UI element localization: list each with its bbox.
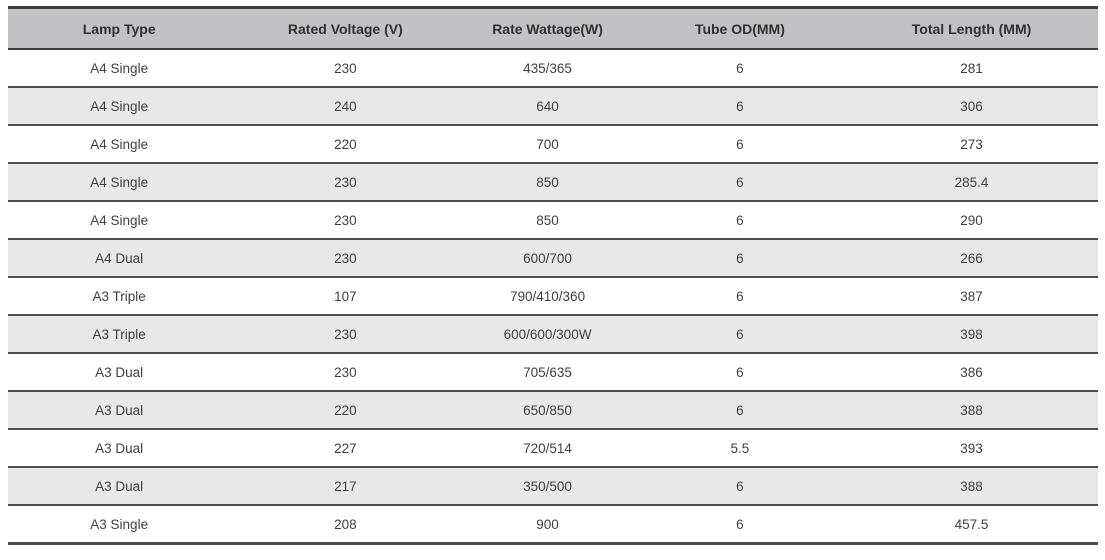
table-cell: 230 bbox=[230, 315, 461, 354]
table-row: A3 Single 208 900 6 457.5 bbox=[8, 505, 1098, 544]
table-row: A4 Dual 230 600/700 6 266 bbox=[8, 239, 1098, 278]
table-cell: 220 bbox=[230, 125, 461, 164]
table-row: A4 Single 220 700 6 273 bbox=[8, 125, 1098, 164]
table-cell: 6 bbox=[634, 163, 846, 202]
table-row: A3 Triple 107 790/410/360 6 387 bbox=[8, 277, 1098, 316]
table-cell: A4 Single bbox=[8, 201, 231, 240]
table-cell: A3 Dual bbox=[8, 391, 231, 430]
column-header: Total Length (MM) bbox=[845, 7, 1098, 50]
table-cell: 6 bbox=[634, 201, 846, 240]
table-cell: 705/635 bbox=[460, 353, 635, 392]
table-cell: A4 Single bbox=[8, 125, 231, 164]
table-cell: 281 bbox=[845, 49, 1098, 88]
table-row: A4 Single 230 850 6 285.4 bbox=[8, 163, 1098, 202]
column-header: Rated Voltage (V) bbox=[230, 7, 461, 50]
lamp-spec-table: Lamp Type Rated Voltage (V) Rate Wattage(W… bbox=[8, 6, 1098, 545]
table-cell: 650/850 bbox=[460, 391, 635, 430]
column-header: Lamp Type bbox=[8, 7, 231, 50]
table-cell: 6 bbox=[634, 353, 846, 392]
table-cell: 6 bbox=[634, 49, 846, 88]
table-cell: 6 bbox=[634, 467, 846, 506]
table-cell: 227 bbox=[230, 429, 461, 468]
table-cell: 5.5 bbox=[634, 429, 846, 468]
table-cell: A3 Dual bbox=[8, 429, 231, 468]
table-cell: A4 Single bbox=[8, 87, 231, 126]
table-cell: 230 bbox=[230, 239, 461, 278]
table-row: A3 Dual 227 720/514 5.5 393 bbox=[8, 429, 1098, 468]
table-cell: 6 bbox=[634, 125, 846, 164]
table-cell: 600/600/300W bbox=[460, 315, 635, 354]
header-row: Lamp Type Rated Voltage (V) Rate Wattage(W… bbox=[8, 7, 1098, 50]
table-cell: 208 bbox=[230, 505, 461, 544]
table-row: A4 Single 240 640 6 306 bbox=[8, 87, 1098, 126]
table-cell: 6 bbox=[634, 391, 846, 430]
table-cell: 387 bbox=[845, 277, 1098, 316]
table-cell: A4 Dual bbox=[8, 239, 231, 278]
table-header: Lamp Type Rated Voltage (V) Rate Wattage(W… bbox=[8, 7, 1098, 50]
table-row: A3 Dual 230 705/635 6 386 bbox=[8, 353, 1098, 392]
table-cell: 850 bbox=[460, 163, 635, 202]
column-header: Rate Wattage(W) bbox=[460, 7, 635, 50]
table-cell: A3 Triple bbox=[8, 315, 231, 354]
table-row: A4 Single 230 850 6 290 bbox=[8, 201, 1098, 240]
table-cell: 790/410/360 bbox=[460, 277, 635, 316]
table-cell: 107 bbox=[230, 277, 461, 316]
table-cell: 273 bbox=[845, 125, 1098, 164]
table-cell: A3 Triple bbox=[8, 277, 231, 316]
table-cell: A4 Single bbox=[8, 163, 231, 202]
table-cell: 398 bbox=[845, 315, 1098, 354]
table-body: A4 Single 230 435/365 6 281 A4 Single 240 640 6 3… bbox=[8, 49, 1098, 544]
table-cell: 230 bbox=[230, 353, 461, 392]
table-row: A4 Single 230 435/365 6 281 bbox=[8, 49, 1098, 88]
table-row: A3 Triple 230 600/600/300W 6 398 bbox=[8, 315, 1098, 354]
table-cell: 386 bbox=[845, 353, 1098, 392]
table-cell: 230 bbox=[230, 201, 461, 240]
table-cell: 393 bbox=[845, 429, 1098, 468]
table-cell: 350/500 bbox=[460, 467, 635, 506]
table-row: A3 Dual 220 650/850 6 388 bbox=[8, 391, 1098, 430]
table-cell: 850 bbox=[460, 201, 635, 240]
table-cell: 6 bbox=[634, 505, 846, 544]
table-cell: 900 bbox=[460, 505, 635, 544]
table-cell: A3 Dual bbox=[8, 353, 231, 392]
table-cell: 6 bbox=[634, 277, 846, 316]
table-cell: 6 bbox=[634, 239, 846, 278]
table-cell: 700 bbox=[460, 125, 635, 164]
table-cell: 720/514 bbox=[460, 429, 635, 468]
table-row: A3 Dual 217 350/500 6 388 bbox=[8, 467, 1098, 506]
table-cell: 640 bbox=[460, 87, 635, 126]
table-cell: 306 bbox=[845, 87, 1098, 126]
table-cell: A3 Dual bbox=[8, 467, 231, 506]
table-cell: 388 bbox=[845, 467, 1098, 506]
table-cell: 217 bbox=[230, 467, 461, 506]
table-cell: 240 bbox=[230, 87, 461, 126]
table-cell: 435/365 bbox=[460, 49, 635, 88]
table-cell: 6 bbox=[634, 315, 846, 354]
table-cell: A3 Single bbox=[8, 505, 231, 544]
table-cell: 388 bbox=[845, 391, 1098, 430]
table-cell: 230 bbox=[230, 49, 461, 88]
table-cell: 600/700 bbox=[460, 239, 635, 278]
table-cell: 220 bbox=[230, 391, 461, 430]
table-cell: 285.4 bbox=[845, 163, 1098, 202]
table-cell: A4 Single bbox=[8, 49, 231, 88]
table-cell: 290 bbox=[845, 201, 1098, 240]
table-cell: 230 bbox=[230, 163, 461, 202]
table-cell: 266 bbox=[845, 239, 1098, 278]
table-cell: 457.5 bbox=[845, 505, 1098, 544]
table-cell: 6 bbox=[634, 87, 846, 126]
column-header: Tube OD(MM) bbox=[634, 7, 846, 50]
